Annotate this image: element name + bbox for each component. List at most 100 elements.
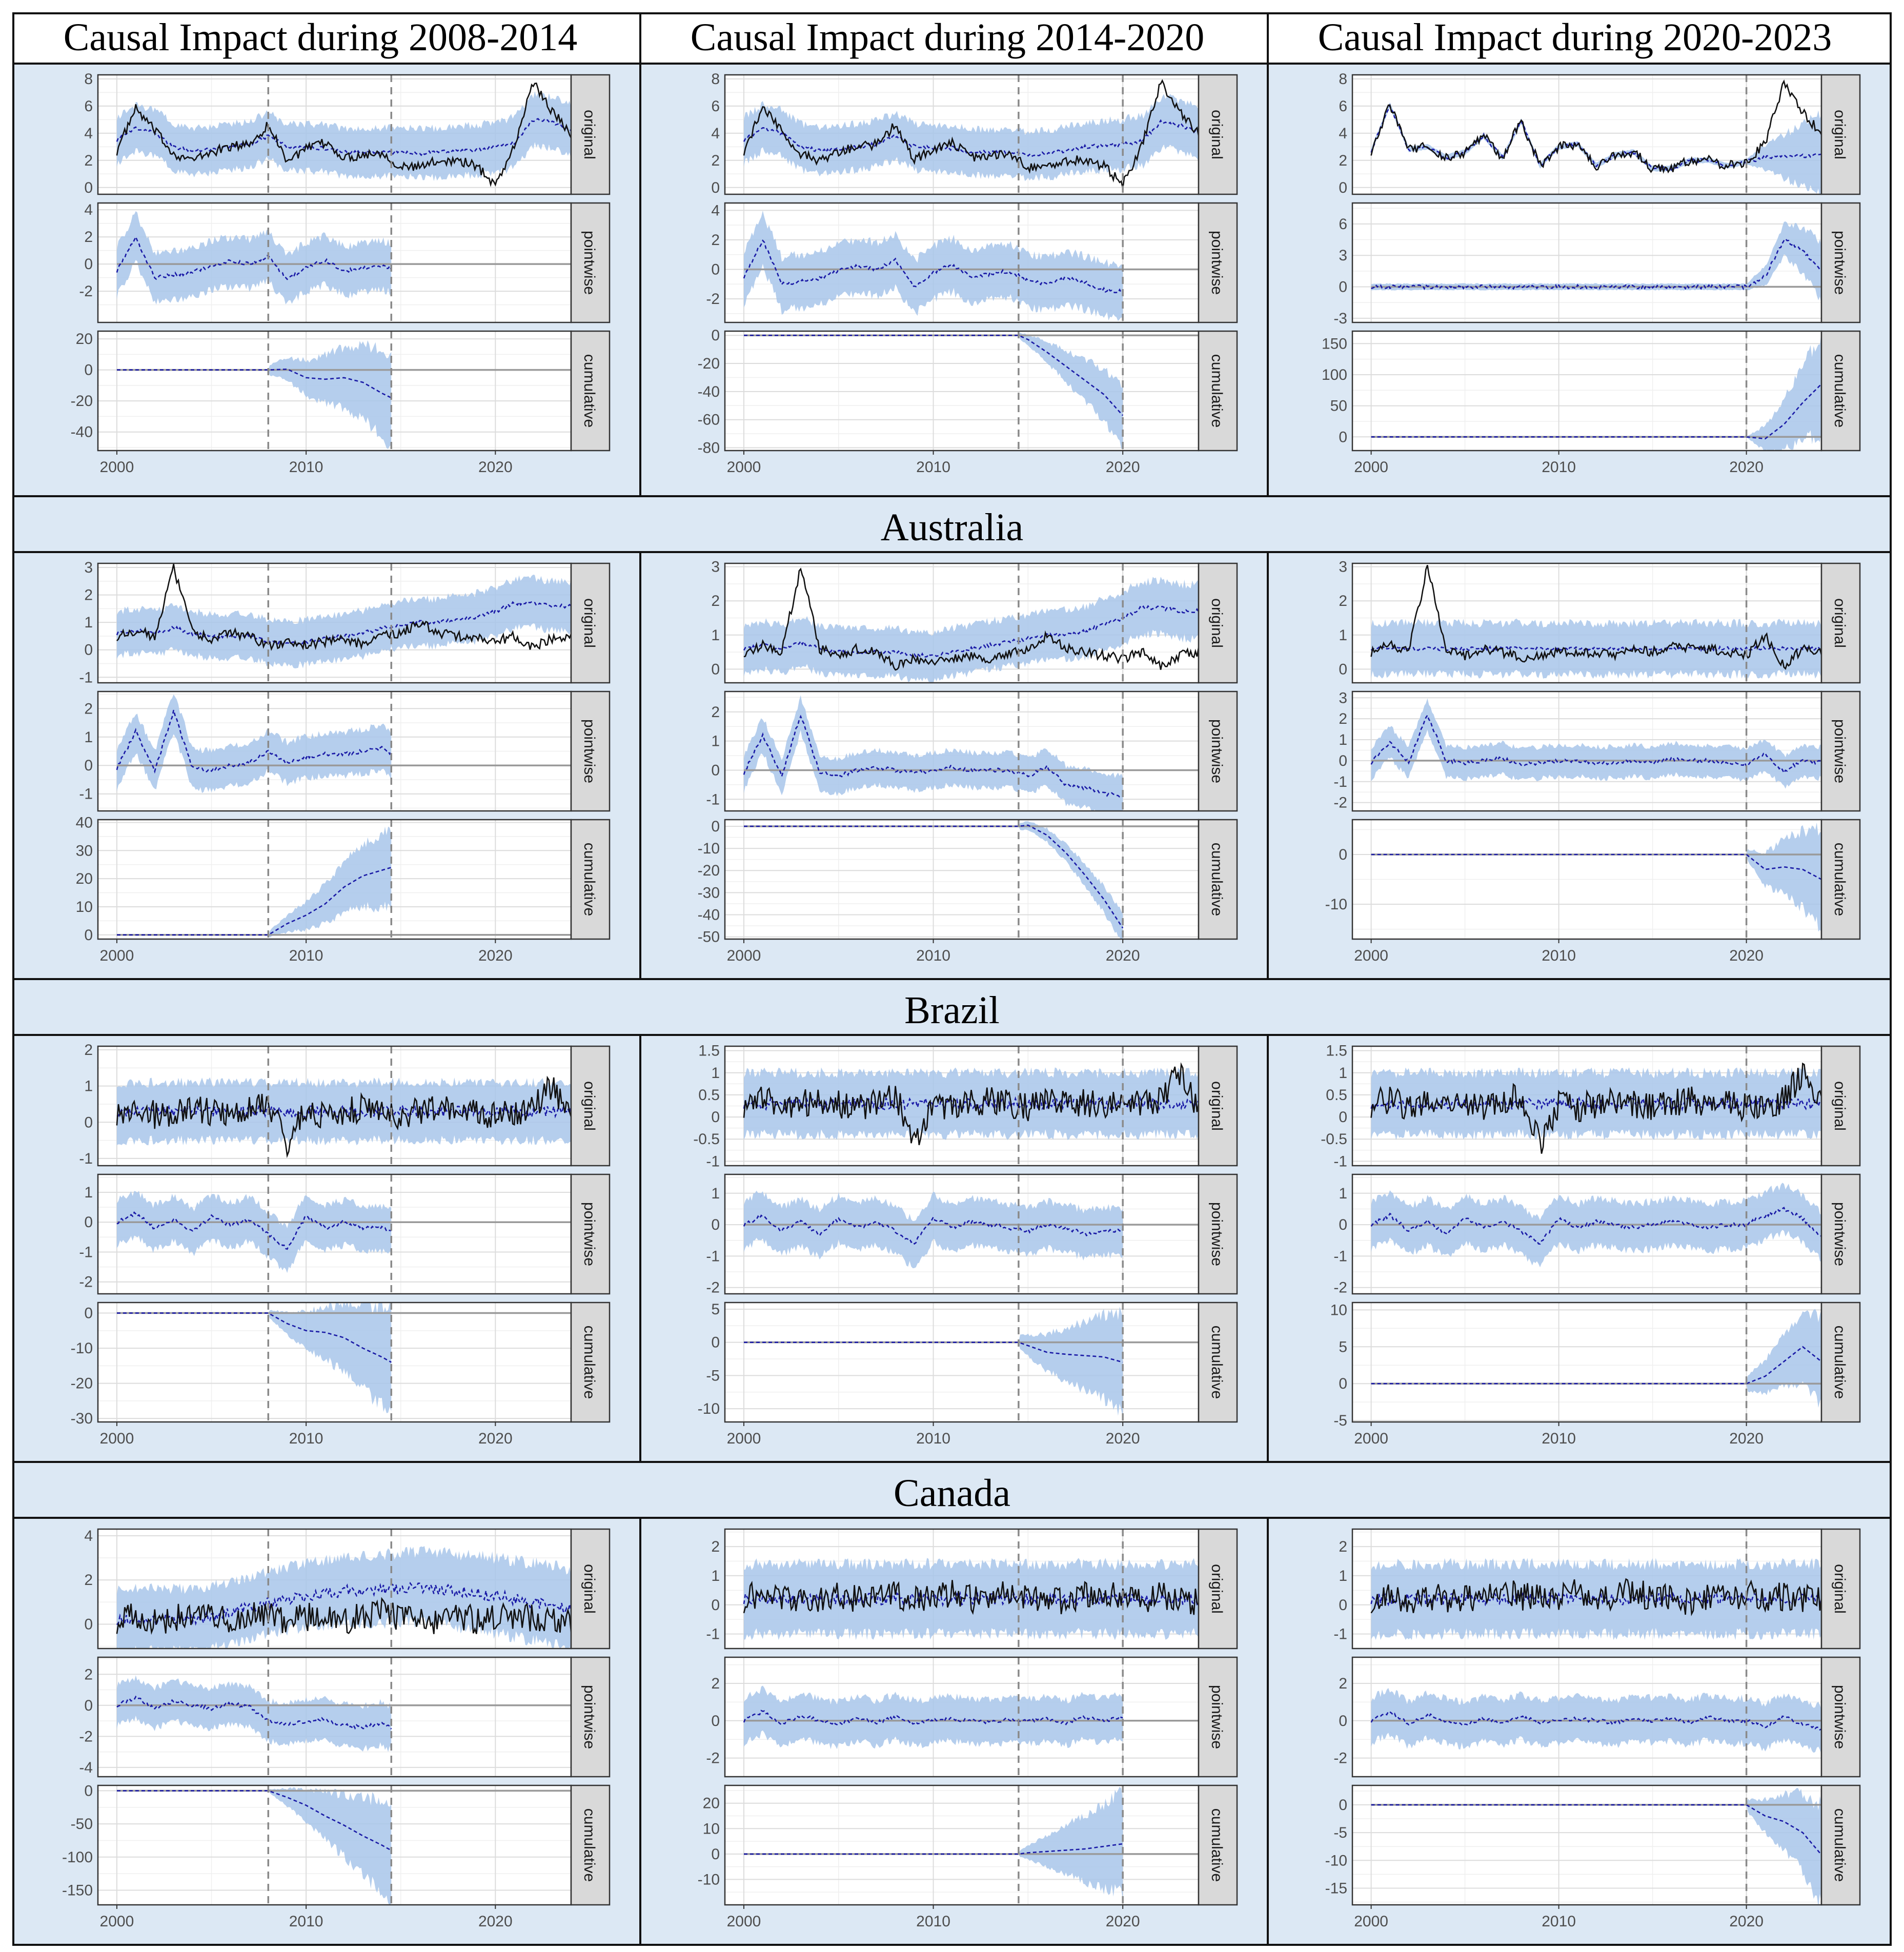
facet-strip-label: original <box>581 1564 598 1614</box>
predicted-series-line <box>116 600 571 646</box>
confidence-band <box>116 211 392 305</box>
facet-strip-label: original <box>1831 110 1848 159</box>
chart-cell-2-2: -1 -0.5 0 0.5 1 1.5 original -2 -1 0 1 pointwise -5 0… <box>1321 1043 1861 1447</box>
x-tick-label: 2020 <box>1729 1430 1764 1447</box>
panel-original: -1 0 1 2 original <box>1333 1528 1861 1650</box>
y-tick-label: 2 <box>1339 1675 1347 1692</box>
y-tick-label: 4 <box>84 1528 93 1544</box>
x-tick-label: 2010 <box>289 459 323 476</box>
predicted-series-line <box>116 1211 392 1250</box>
x-tick-label: 2000 <box>727 459 761 476</box>
confidence-band <box>1371 698 1821 789</box>
facet-strip <box>1198 690 1238 812</box>
x-tick-label: 2010 <box>1542 1913 1576 1930</box>
chart-cell-0-0: 02468original-2024pointwise-40-20020cumu… <box>71 71 611 476</box>
panel-pointwise: -2 -1 0 1 pointwise <box>706 1173 1238 1296</box>
y-tick-label: 0 <box>1339 279 1347 296</box>
y-tick-label: 0 <box>1339 179 1347 196</box>
x-tick-label: 2020 <box>478 459 513 476</box>
y-tick-label: -10 <box>698 1871 720 1888</box>
panel-series <box>1371 822 1821 932</box>
x-tick-label: 2010 <box>1542 947 1576 964</box>
facet-strip <box>1198 1656 1238 1778</box>
confidence-band <box>744 1067 1199 1141</box>
facet-strip-label: original <box>581 1081 598 1131</box>
facet-strip-label: pointwise <box>581 1202 598 1266</box>
y-tick-label: 30 <box>76 842 93 859</box>
chart-cell-1-1: 0123original-1012pointwise-50-40-30-20-1… <box>698 559 1238 964</box>
plot-area <box>1352 203 1821 322</box>
panel-original: 0 2 4 6 8 original <box>711 71 1238 196</box>
y-tick-label: 5 <box>711 1301 720 1318</box>
panel-cumulative: 0 50 100 150 cumulative 2000 2010 2020 <box>1322 330 1861 476</box>
facet-strip <box>1198 1173 1238 1295</box>
panel-original: 0 1 2 3 original <box>711 559 1238 684</box>
confidence-band <box>116 1787 392 1905</box>
confidence-band <box>116 1546 571 1649</box>
confidence-band <box>116 1675 392 1753</box>
x-tick-label: 2000 <box>100 947 134 964</box>
x-tick-label: 2000 <box>727 1430 761 1447</box>
y-tick-label: -1 <box>79 786 93 803</box>
x-tick-label: 2010 <box>916 1430 950 1447</box>
y-tick-label: -80 <box>698 440 720 457</box>
y-tick-label: -2 <box>706 1750 720 1767</box>
panel-pointwise: -2 -1 0 1 2 3 pointwise <box>1333 689 1861 812</box>
x-tick-label: 2020 <box>1729 947 1764 964</box>
y-tick-label: -1 <box>706 791 720 808</box>
confidence-band <box>116 1191 392 1273</box>
facet-strip <box>1820 1045 1861 1167</box>
y-tick-label: 0 <box>84 362 93 379</box>
y-tick-label: 1 <box>1339 627 1347 644</box>
panel-series <box>1371 331 1821 451</box>
x-tick-label: 2020 <box>1106 1913 1140 1930</box>
facet-strip-label: cumulative <box>1208 1808 1225 1882</box>
y-tick-label: 10 <box>76 899 93 916</box>
y-tick-label: -2 <box>706 1279 720 1296</box>
facet-strip-label: cumulative <box>1831 843 1848 916</box>
facet-strip <box>1820 202 1861 323</box>
facet-strip-label: original <box>1208 1564 1225 1614</box>
y-tick-label: 0 <box>1339 429 1347 445</box>
y-tick-label: 2 <box>84 700 93 717</box>
facet-strip <box>1198 202 1238 323</box>
plot-area <box>1352 75 1821 194</box>
panel-original: -1 0 1 2 original <box>706 1528 1238 1650</box>
chart-grid: 02468original-2024pointwise-40-20020cumu… <box>62 71 1861 1930</box>
y-tick-label: -10 <box>71 1340 93 1357</box>
chart-cell-3-1: -1012original-202pointwise-1001020cumula… <box>698 1528 1238 1930</box>
panel-pointwise: -2 0 2 4 pointwise <box>706 202 1238 323</box>
y-tick-label: 1 <box>1339 731 1347 748</box>
y-tick-label: 150 <box>1322 335 1347 352</box>
panel-series <box>116 1303 571 1413</box>
predicted-series-line <box>743 715 1123 798</box>
facet-strip-label: pointwise <box>1208 719 1225 783</box>
y-tick-label: 0 <box>84 1616 93 1633</box>
facet-strip-label: original <box>1208 1081 1225 1131</box>
y-tick-label: -4 <box>79 1759 93 1776</box>
x-tick-label: 2010 <box>1542 1430 1576 1447</box>
y-tick-label: 2 <box>1339 593 1347 609</box>
panel-pointwise: -1 0 1 2 pointwise <box>79 690 611 812</box>
x-tick-label: 2020 <box>478 1913 513 1930</box>
panel-cumulative: -10 0 cumulative 2000 2010 2020 <box>1325 819 1861 964</box>
confidence-band <box>1371 1788 1821 1905</box>
y-tick-label: -1 <box>706 1626 720 1643</box>
y-tick-label: 3 <box>84 559 93 576</box>
y-tick-label: 2 <box>711 152 720 169</box>
confidence-band <box>1371 221 1821 305</box>
facet-strip <box>570 1528 611 1650</box>
y-tick-label: 2 <box>84 229 93 246</box>
chart-cell-0-1: 02468original-2024pointwise-80-60-40-200… <box>698 71 1238 476</box>
chart-cell-2-0: -1012original-2-101pointwise-30-20-100cu… <box>71 1042 611 1447</box>
predicted-series-line <box>1371 383 1821 440</box>
y-tick-label: 2 <box>84 1572 93 1589</box>
y-tick-label: -60 <box>698 412 720 429</box>
panel-pointwise: -2 -1 0 1 pointwise <box>1333 1173 1861 1296</box>
predicted-series-line <box>743 239 1123 294</box>
predicted-series-line <box>116 866 392 936</box>
y-tick-label: 40 <box>76 814 93 831</box>
x-tick-label: 2010 <box>289 947 323 964</box>
panel-series <box>1371 221 1821 305</box>
